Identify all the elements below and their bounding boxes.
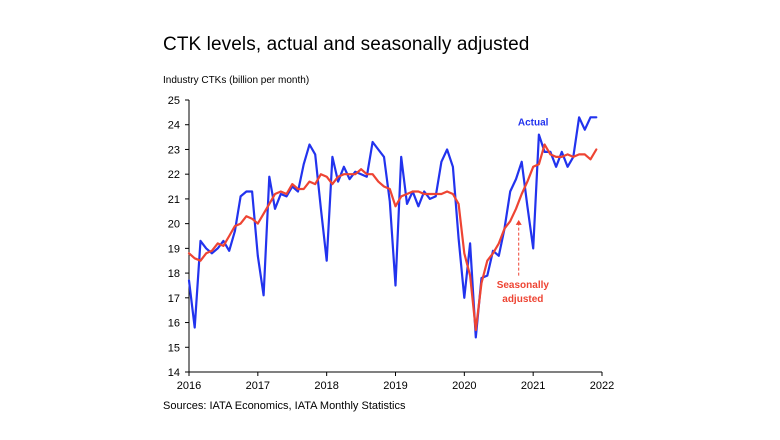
x-tick-label: 2018 bbox=[314, 380, 338, 392]
y-tick-label: 18 bbox=[168, 268, 180, 280]
y-axis-label: Industry CTKs (billion per month) bbox=[163, 75, 310, 86]
y-tick-label: 23 bbox=[168, 144, 180, 156]
y-tick-label: 25 bbox=[168, 95, 180, 107]
x-tick-label: 2019 bbox=[383, 380, 407, 392]
x-tick-label: 2022 bbox=[590, 380, 614, 392]
x-tick-label: 2016 bbox=[177, 380, 201, 392]
annotation-seasonally-adjusted-line2: adjusted bbox=[502, 294, 543, 305]
y-tick-label: 24 bbox=[168, 120, 180, 132]
source-note: Sources: IATA Economics, IATA Monthly St… bbox=[163, 400, 406, 412]
y-tick-label: 16 bbox=[168, 318, 180, 330]
x-tick-label: 2020 bbox=[452, 380, 476, 392]
series-line-actual bbox=[187, 116, 598, 339]
annotation-layer: Actual Seasonally adjusted bbox=[497, 118, 550, 305]
y-tick-label: 22 bbox=[168, 169, 180, 181]
y-tick-label: 21 bbox=[168, 194, 180, 206]
y-tick-label: 17 bbox=[168, 293, 180, 305]
annotation-seasonally-adjusted-line1: Seasonally bbox=[497, 280, 550, 291]
annotation-arrow-head bbox=[515, 219, 522, 225]
x-tick-label: 2021 bbox=[521, 380, 545, 392]
series-layer bbox=[187, 116, 598, 339]
x-axis: 2016 2017 2018 2019 2020 2021 2022 bbox=[177, 371, 614, 392]
y-tick-label: 20 bbox=[168, 219, 180, 231]
x-tick-label: 2017 bbox=[246, 380, 270, 392]
y-tick-label: 15 bbox=[168, 342, 180, 354]
series-line-seasonally-adjusted bbox=[187, 143, 598, 332]
y-tick-label: 14 bbox=[168, 367, 180, 379]
annotation-actual: Actual bbox=[518, 118, 549, 129]
y-tick-label: 19 bbox=[168, 243, 180, 255]
chart-title: CTK levels, actual and seasonally adjust… bbox=[163, 34, 530, 55]
y-axis: 14 15 16 17 18 19 20 21 22 23 24 25 bbox=[168, 95, 190, 379]
